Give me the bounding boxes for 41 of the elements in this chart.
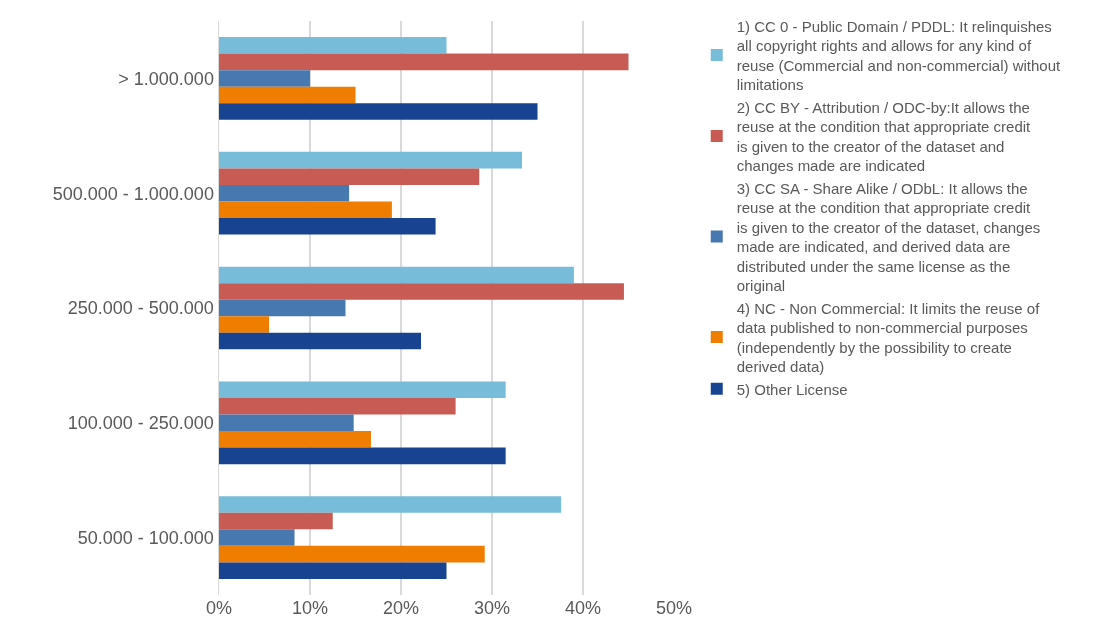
legend-label: 3) CC SA - Share Alike / ODbL: It allows the reuse at the condition that appropriate credit is given to the creator of the dataset, changes made are indicated, and derived data are distributed under the same license as the original [736,179,1041,295]
y-tick-label: 50.000 - 100.000 [77,527,214,548]
bar [219,299,346,317]
bar [219,447,506,465]
x-tick-label: 50% [655,598,693,618]
x-tick-label: 30% [473,598,511,618]
bar [219,184,350,202]
x-tick-label: 10% [291,598,329,618]
y-tick-label: 100.000 - 250.000 [67,413,214,434]
bar [219,283,624,300]
legend-label: 4) NC - Non Commercial: It limits the reuse of data published to non-commercial purposes (independently by the possibility to create derived data) [736,299,1041,376]
y-tick-label: 250.000 - 500.000 [67,298,214,319]
bar [219,431,371,448]
x-tick-label: 0% [205,598,233,618]
bar [219,53,629,71]
x-tick-label: 40% [564,598,602,618]
bar [219,37,447,54]
bar [219,512,333,530]
bar [219,332,422,350]
bar [219,103,538,120]
bar [219,381,506,398]
bar [219,496,562,513]
bar [219,562,447,579]
bar [219,218,436,235]
bar [219,529,295,546]
legend-label: 1) CC 0 - Public Domain / PDDL: It relinquishes all copyright rights and allows for any kind of reuse (Commercial and non-commercial) without limitations [736,17,1062,94]
bar [219,201,392,218]
bar [219,398,456,415]
bar [219,414,354,432]
y-tick-label: > 1.000.000 [118,68,214,89]
bar [219,151,523,169]
legend-label: 2) CC BY - Attribution / ODC-by:It allows the reuse at the condition that appropriate credit is given to the creator of the dataset and changes made are indicated [736,98,1032,175]
bar [219,168,480,185]
bar [219,266,574,284]
bar [219,70,310,87]
x-tick-label: 20% [382,598,420,618]
bar [219,316,270,333]
bar [219,86,356,104]
bar [219,545,485,563]
legend-label: 5) Other License [736,380,848,398]
y-tick-label: 500.000 - 1.000.000 [52,183,214,204]
